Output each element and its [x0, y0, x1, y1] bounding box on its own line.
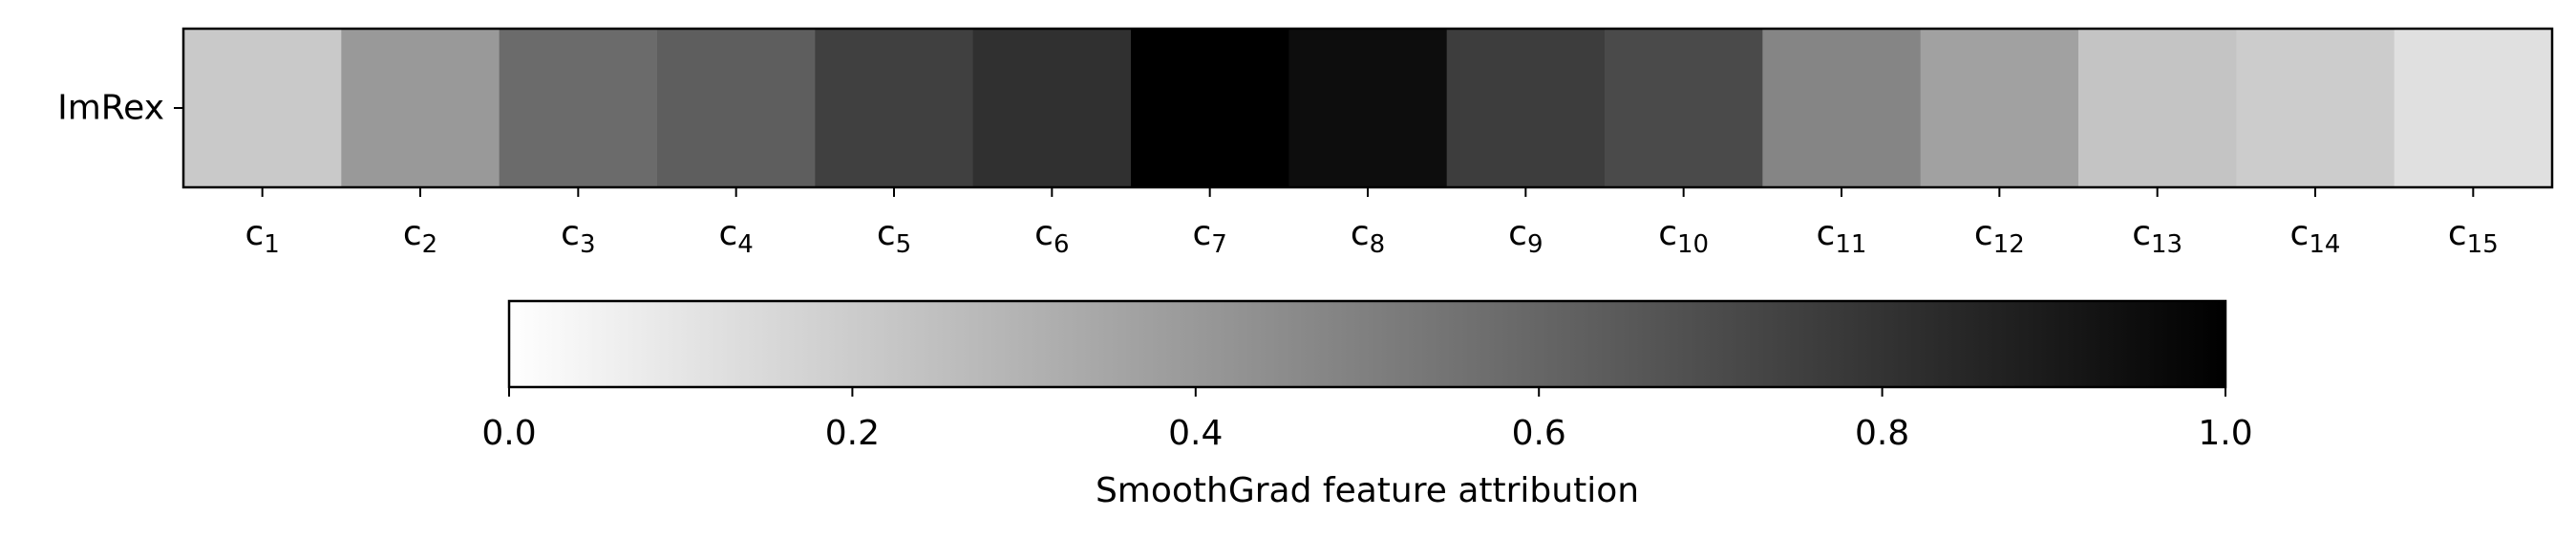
y-tick-label: ImRex — [57, 89, 164, 128]
x-tick-label-base: c — [1508, 214, 1527, 253]
x-tick-label-base: c — [2290, 214, 2310, 253]
heatmap-cell — [183, 29, 342, 187]
heatmap-cell — [1920, 29, 2079, 187]
colorbar-tick-label: 1.0 — [2198, 414, 2252, 453]
colorbar-label: SmoothGrad feature attribution — [1096, 471, 1639, 510]
x-tick-label-base: c — [2132, 214, 2151, 253]
x-tick-label: c12 — [1974, 214, 2025, 259]
x-tick-label: c7 — [1192, 214, 1226, 259]
colorbar: 0.0 0.2 0.4 0.6 0.8 1.0 SmoothGrad feature att… — [481, 299, 2253, 510]
x-tick-label-base: c — [1351, 214, 1370, 253]
x-tick-label: c2 — [403, 214, 437, 259]
x-tick-label-base: c — [1192, 214, 1211, 253]
x-tick-label: c4 — [718, 214, 753, 259]
x-tick-label-base: c — [245, 214, 264, 253]
x-tick-label-subscript: 11 — [1835, 230, 1866, 259]
x-tick-label-base: c — [1658, 214, 1677, 253]
x-tick-label-subscript: 8 — [1370, 230, 1386, 259]
x-tick-label: c11 — [1817, 214, 1867, 259]
x-tick-label: c9 — [1508, 214, 1543, 259]
x-tick-label-subscript: 4 — [737, 230, 754, 259]
x-tick-label: c3 — [561, 214, 595, 259]
x-tick-label-base: c — [1974, 214, 1993, 253]
x-tick-label-subscript: 15 — [2467, 230, 2499, 259]
x-tick-label: c10 — [1658, 214, 1709, 259]
x-tick-label-base: c — [718, 214, 737, 253]
x-tick-label-subscript: 14 — [2309, 230, 2340, 259]
x-tick-label-base: c — [2448, 214, 2467, 253]
x-tick-label-base: c — [1034, 214, 1054, 253]
heatmap-cell — [1605, 29, 1763, 187]
x-tick-label-subscript: 13 — [2151, 230, 2182, 259]
x-tick-label-base: c — [561, 214, 580, 253]
heatmap-cell — [341, 29, 500, 187]
x-tick-label-subscript: 5 — [896, 230, 912, 259]
colorbar-tick-label: 0.6 — [1512, 414, 1566, 453]
x-tick-label-subscript: 1 — [264, 230, 280, 259]
x-tick-label-base: c — [403, 214, 422, 253]
heatmap-cell — [1288, 29, 1448, 187]
heatmap-cell — [1762, 29, 1922, 187]
x-tick-label: c6 — [1034, 214, 1069, 259]
x-tick-label: c5 — [877, 214, 911, 259]
x-tick-label-subscript: 7 — [1211, 230, 1227, 259]
colorbar-gradient — [507, 299, 2227, 389]
heatmap-cell — [657, 29, 816, 187]
x-tick-label-subscript: 12 — [1993, 230, 2025, 259]
x-tick-label: c15 — [2448, 214, 2499, 259]
heatmap-cell — [2394, 29, 2553, 187]
colorbar-tick-label: 0.2 — [825, 414, 880, 453]
x-tick-label-base: c — [877, 214, 896, 253]
heatmap-cells — [183, 29, 2553, 187]
heatmap-cell — [1131, 29, 1289, 187]
heatmap-cell — [2078, 29, 2237, 187]
x-tick-label: c14 — [2290, 214, 2341, 259]
x-tick-label: c8 — [1351, 214, 1385, 259]
x-tick-label-subscript: 9 — [1527, 230, 1543, 259]
colorbar-tick-label: 0.0 — [481, 414, 536, 453]
x-tick-label-subscript: 2 — [422, 230, 438, 259]
heatmap-cell — [1446, 29, 1606, 187]
heatmap-cell — [972, 29, 1132, 187]
heatmap-cell — [815, 29, 974, 187]
x-tick-label: c1 — [245, 214, 279, 259]
colorbar-tick-label: 0.8 — [1855, 414, 1909, 453]
heatmap-cell — [2236, 29, 2395, 187]
x-tick-label-subscript: 10 — [1677, 230, 1709, 259]
heatmap-cell — [499, 29, 658, 187]
x-tick-label: c13 — [2132, 214, 2182, 259]
x-tick-label-subscript: 3 — [580, 230, 596, 259]
x-tick-label-subscript: 6 — [1054, 230, 1070, 259]
colorbar-tick-label: 0.4 — [1168, 414, 1223, 453]
x-tick-label-base: c — [1817, 214, 1836, 253]
